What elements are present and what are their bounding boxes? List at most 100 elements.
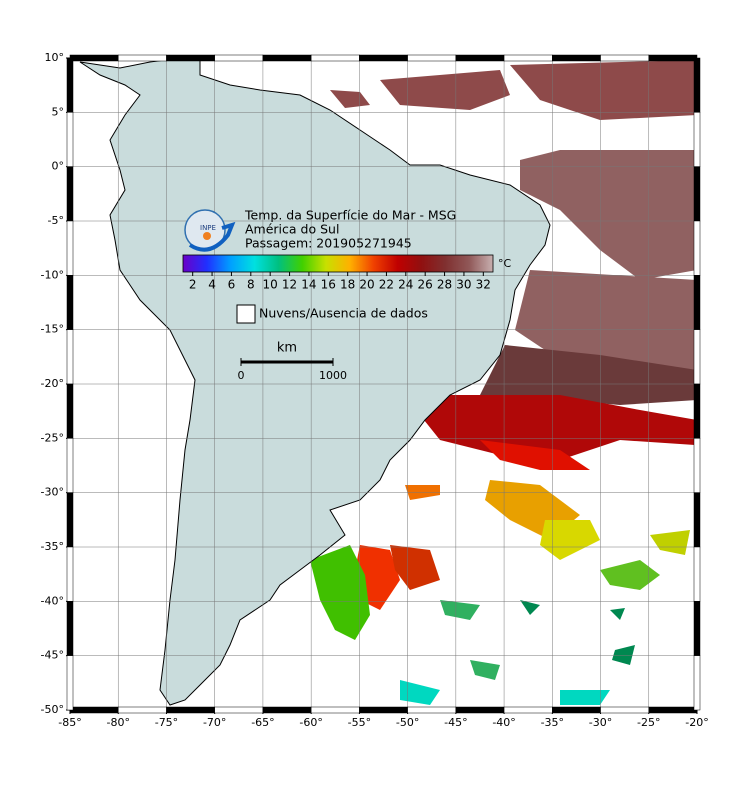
colorbar: 2 4 6 8 10 12 14 16 18 20 22 24 26 28 30 32°C [182,254,512,292]
frame-band [69,54,119,62]
frame-band [66,383,74,439]
frame-band [552,54,601,62]
frame-band [693,57,701,113]
frame-band [66,601,74,656]
logo-text: INPE [200,224,216,232]
lat-tick-label: 0° [52,160,65,173]
lat-tick-label: -35° [41,540,64,553]
frame-band [66,275,74,330]
lat-tick-label: 10° [45,51,65,64]
colorbar-tick-label: 32 [476,278,491,292]
lon-tick-label: -65° [251,716,274,729]
frame-band [166,54,215,62]
frame-band [693,601,701,656]
frame-band [166,706,215,714]
colorbar-tick-label: 14 [301,278,316,292]
scale-bar: 0 1000 km [238,341,348,383]
frame-band [66,655,74,711]
frame-band [310,706,360,714]
frame-band [66,329,74,385]
logo: INPE [184,209,236,252]
frame-band [693,275,701,330]
lon-tick-label: -75° [155,716,178,729]
frame-band [693,438,701,493]
frame-band [693,112,701,167]
frame-band [66,220,74,276]
frame-band [693,383,701,439]
lon-tick-label: -55° [348,716,371,729]
frame-band [693,220,701,276]
colorbar-tick-label: 18 [340,278,355,292]
frame-band [66,492,74,548]
lon-tick-label: -30° [589,716,612,729]
title-line: Passagem: 201905271945 [245,236,412,251]
title-line: Temp. da Superfície do Mar - MSG [244,208,456,223]
colorbar-tick-label: 6 [228,278,236,292]
frame-band [66,57,74,113]
colorbar-tick-label: 26 [418,278,433,292]
lon-tick-label: -35° [541,716,564,729]
legend-swatch [236,304,256,324]
title-line: América do Sul [245,222,339,237]
frame-band [693,546,701,602]
lat-tick-label: -20° [41,377,64,390]
frame-band [359,706,408,714]
colorbar-tick-label: 8 [247,278,255,292]
lon-tick-label: -40° [492,716,515,729]
frame-band [552,706,601,714]
frame-band [359,54,408,62]
frame-band [117,54,167,62]
lat-tick-label: -5° [48,214,64,227]
lat-tick-label: -30° [41,486,64,499]
lat-tick-label: -40° [41,594,64,607]
frame-band [455,706,505,714]
scale-tick-label: 1000 [319,369,347,382]
frame-band [310,54,360,62]
scale-unit: km [277,341,297,356]
colorbar-tick-label: 16 [321,278,336,292]
colorbar-tick-label: 2 [189,278,197,292]
frame-band [262,706,312,714]
frame-band [693,166,701,222]
lon-tick-label: -20° [685,716,708,729]
colorbar-tick-label: 28 [437,278,452,292]
legend-label: Nuvens/Ausencia de dados [259,306,428,321]
frame-band [693,655,701,711]
frame-band [600,706,650,714]
lat-tick-label: 5° [52,105,65,118]
lon-tick-label: -50° [396,716,419,729]
colorbar-tick-label: 30 [456,278,471,292]
frame-band [262,54,312,62]
lat-tick-label: -45° [41,649,64,662]
frame-band [66,112,74,167]
frame-band [214,54,264,62]
colorbar-unit: °C [498,257,512,270]
frame-band [407,706,457,714]
colorbar-tick-label: 24 [398,278,413,292]
lon-tick-label: -25° [637,716,660,729]
lon-tick-label: -85° [58,716,81,729]
frame-band [600,54,650,62]
colorbar-tick-label: 20 [359,278,374,292]
frame-band [503,54,553,62]
colorbar-tick-label: 4 [208,278,216,292]
colorbar-ramp [182,254,494,273]
frame-band [693,492,701,548]
frame-band [455,54,505,62]
frame-band [214,706,264,714]
frame-band [407,54,457,62]
lon-tick-label: -60° [299,716,322,729]
frame-band [693,329,701,385]
lon-tick-label: -70° [203,716,226,729]
scale-tick-label: 0 [238,369,245,382]
frame-band [648,706,698,714]
frame-band [117,706,167,714]
lat-tick-label: -15° [41,323,64,336]
colorbar-tick-label: 12 [282,278,297,292]
lat-tick-label: -50° [41,703,64,716]
frame-band [66,438,74,493]
frame-band [648,54,698,62]
frame-band [66,166,74,222]
lon-tick-label: -45° [444,716,467,729]
